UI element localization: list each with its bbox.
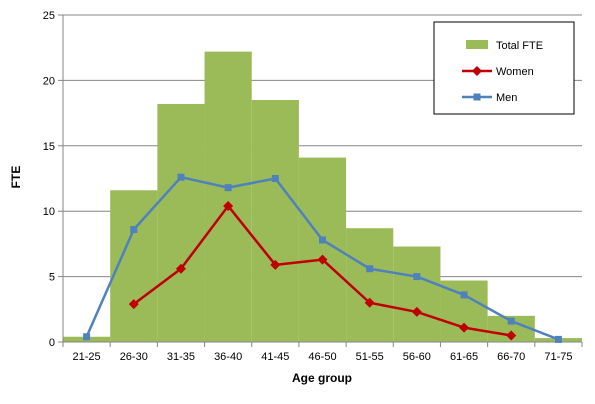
point-women xyxy=(459,322,470,333)
point-men xyxy=(83,333,91,341)
x-tick-label: 26-30 xyxy=(120,351,148,363)
point-men xyxy=(224,184,232,192)
bar-total-fte xyxy=(157,103,205,342)
point-women xyxy=(317,254,328,265)
y-tick-label: 20 xyxy=(43,75,55,87)
legend-box xyxy=(433,21,575,115)
point-men xyxy=(554,335,562,343)
point-women xyxy=(223,200,234,211)
y-tick-label: 10 xyxy=(43,206,55,218)
bar-total-fte xyxy=(204,51,252,343)
x-axis-title: Age group xyxy=(292,371,352,385)
legend-label-total-fte: Total FTE xyxy=(496,40,543,52)
x-tick-label: 31-35 xyxy=(167,351,195,363)
y-axis-title: FTE xyxy=(9,166,23,189)
point-men xyxy=(271,175,279,182)
point-men xyxy=(413,273,421,281)
y-tick-label: 0 xyxy=(49,337,55,349)
x-tick-label: 41-45 xyxy=(261,351,289,363)
bar-total-fte xyxy=(346,228,394,342)
point-men xyxy=(319,236,326,244)
bar-total-fte xyxy=(251,100,299,343)
x-tick-label: 46-50 xyxy=(308,351,336,363)
legend: Total FTE Women Men xyxy=(433,21,575,115)
bar-total-fte xyxy=(393,246,441,342)
legend-swatch-total-fte xyxy=(466,40,488,49)
x-tick-label: 21-25 xyxy=(73,351,101,363)
x-tick-labels: 21-25 26-30 31-35 36-40 41-45 46-50 51-55 56-60… xyxy=(73,351,573,363)
y-tick-label: 5 xyxy=(49,272,55,284)
point-men xyxy=(366,265,374,273)
point-men xyxy=(460,291,468,299)
x-tick-label: 56-60 xyxy=(403,351,431,363)
x-tick-label: 51-55 xyxy=(356,351,384,363)
legend-label-women: Women xyxy=(496,66,534,78)
x-tick-label: 71-75 xyxy=(544,351,572,363)
legend-label-men: Men xyxy=(496,92,517,104)
x-tick-label: 61-65 xyxy=(450,351,478,363)
x-tick-label: 66-70 xyxy=(497,351,525,363)
legend-marker-men xyxy=(473,93,481,101)
legend-marker-women xyxy=(472,66,482,76)
y-tick-labels: 0 5 10 15 20 25 xyxy=(43,10,55,349)
point-women xyxy=(175,263,186,274)
point-men xyxy=(507,317,515,325)
point-women xyxy=(411,306,422,317)
series-lines xyxy=(83,173,562,343)
y-tick-label: 25 xyxy=(43,10,55,22)
y-tick-label: 15 xyxy=(43,141,55,153)
point-men xyxy=(130,226,138,234)
point-women xyxy=(506,330,517,341)
point-women xyxy=(270,259,281,270)
point-women xyxy=(364,297,375,308)
point-men xyxy=(177,173,185,181)
x-tick-label: 36-40 xyxy=(214,351,242,363)
point-women xyxy=(128,299,139,310)
axes xyxy=(62,15,583,347)
